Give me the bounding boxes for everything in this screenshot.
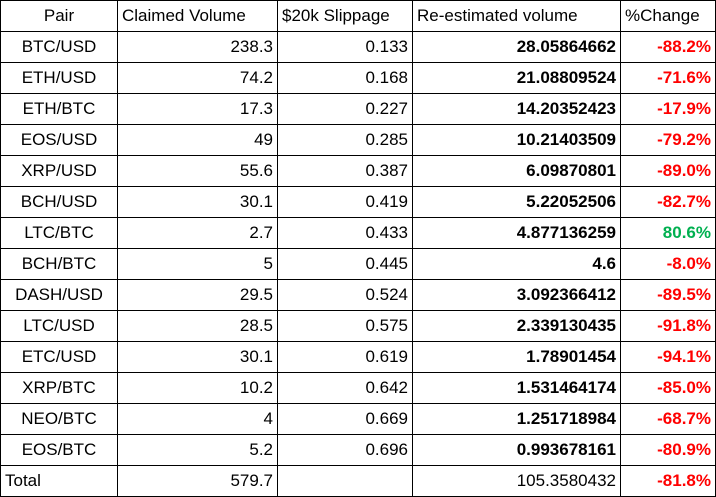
table-row: EOS/BTC 5.2 0.696 0.993678161 -80.9% — [0, 434, 716, 466]
pair-cell: NEO/BTC — [0, 403, 118, 435]
reestimated-volume-cell: 0.993678161 — [412, 434, 621, 466]
slippage-cell: 0.575 — [277, 310, 413, 342]
percent-change-cell: -85.0% — [620, 372, 716, 404]
table-row: LTC/USD 28.5 0.575 2.339130435 -91.8% — [0, 310, 716, 342]
pair-cell: DASH/USD — [0, 279, 118, 311]
percent-change-cell: -80.9% — [620, 434, 716, 466]
total-label: Total — [0, 465, 118, 497]
table-row: DASH/USD 29.5 0.524 3.092366412 -89.5% — [0, 279, 716, 311]
reestimated-volume-cell: 1.78901454 — [412, 341, 621, 373]
reestimated-volume-cell: 21.08809524 — [412, 62, 621, 94]
table-row: BTC/USD 238.3 0.133 28.05864662 -88.2% — [0, 31, 716, 63]
claimed-volume-cell: 55.6 — [117, 155, 278, 187]
claimed-volume-cell: 2.7 — [117, 217, 278, 249]
table-row: NEO/BTC 4 0.669 1.251718984 -68.7% — [0, 403, 716, 435]
reestimated-volume-cell: 10.21403509 — [412, 124, 621, 156]
slippage-cell: 0.445 — [277, 248, 413, 280]
claimed-volume-cell: 74.2 — [117, 62, 278, 94]
reestimated-volume-cell: 1.531464174 — [412, 372, 621, 404]
slippage-cell: 0.285 — [277, 124, 413, 156]
slippage-cell: 0.433 — [277, 217, 413, 249]
table-row: ETH/USD 74.2 0.168 21.08809524 -71.6% — [0, 62, 716, 94]
pair-cell: ETH/BTC — [0, 93, 118, 125]
total-row: Total 579.7 105.3580432 -81.8% — [0, 465, 716, 497]
percent-change-cell: 80.6% — [620, 217, 716, 249]
slippage-cell: 0.669 — [277, 403, 413, 435]
percent-change-cell: -68.7% — [620, 403, 716, 435]
percent-change-cell: -94.1% — [620, 341, 716, 373]
slippage-cell: 0.696 — [277, 434, 413, 466]
percent-change-cell: -88.2% — [620, 31, 716, 63]
table-row: ETC/USD 30.1 0.619 1.78901454 -94.1% — [0, 341, 716, 373]
total-percent-change: -81.8% — [620, 465, 716, 497]
table-row: LTC/BTC 2.7 0.433 4.877136259 80.6% — [0, 217, 716, 249]
reestimated-volume-cell: 28.05864662 — [412, 31, 621, 63]
slippage-cell: 0.227 — [277, 93, 413, 125]
percent-change-cell: -91.8% — [620, 310, 716, 342]
percent-change-cell: -8.0% — [620, 248, 716, 280]
pair-cell: EOS/USD — [0, 124, 118, 156]
reestimated-volume-cell: 1.251718984 — [412, 403, 621, 435]
pair-cell: BCH/USD — [0, 186, 118, 218]
claimed-volume-cell: 5.2 — [117, 434, 278, 466]
total-reestimated-volume: 105.3580432 — [412, 465, 621, 497]
slippage-cell: 0.524 — [277, 279, 413, 311]
slippage-cell: 0.387 — [277, 155, 413, 187]
claimed-volume-cell: 10.2 — [117, 372, 278, 404]
table-row: EOS/USD 49 0.285 10.21403509 -79.2% — [0, 124, 716, 156]
header-reestimated-volume: Re-estimated volume — [412, 0, 621, 32]
percent-change-cell: -17.9% — [620, 93, 716, 125]
table-row: ETH/BTC 17.3 0.227 14.20352423 -17.9% — [0, 93, 716, 125]
header-percent-change: %Change — [620, 0, 716, 32]
pair-cell: BCH/BTC — [0, 248, 118, 280]
table-body: BTC/USD 238.3 0.133 28.05864662 -88.2% ETH/US… — [0, 31, 716, 497]
reestimated-volume-cell: 14.20352423 — [412, 93, 621, 125]
reestimated-volume-cell: 5.22052506 — [412, 186, 621, 218]
percent-change-cell: -89.0% — [620, 155, 716, 187]
pair-cell: EOS/BTC — [0, 434, 118, 466]
claimed-volume-cell: 29.5 — [117, 279, 278, 311]
claimed-volume-cell: 5 — [117, 248, 278, 280]
claimed-volume-cell: 49 — [117, 124, 278, 156]
reestimated-volume-cell: 4.6 — [412, 248, 621, 280]
slippage-cell: 0.168 — [277, 62, 413, 94]
table-row: BCH/BTC 5 0.445 4.6 -8.0% — [0, 248, 716, 280]
reestimated-volume-cell: 3.092366412 — [412, 279, 621, 311]
slippage-cell: 0.619 — [277, 341, 413, 373]
percent-change-cell: -71.6% — [620, 62, 716, 94]
claimed-volume-cell: 30.1 — [117, 341, 278, 373]
slippage-cell: 0.642 — [277, 372, 413, 404]
slippage-cell: 0.133 — [277, 31, 413, 63]
claimed-volume-cell: 238.3 — [117, 31, 278, 63]
total-slippage — [277, 465, 413, 497]
percent-change-cell: -89.5% — [620, 279, 716, 311]
table-row: XRP/BTC 10.2 0.642 1.531464174 -85.0% — [0, 372, 716, 404]
reestimated-volume-cell: 2.339130435 — [412, 310, 621, 342]
header-claimed-volume: Claimed Volume — [117, 0, 278, 32]
claimed-volume-cell: 17.3 — [117, 93, 278, 125]
pair-cell: LTC/BTC — [0, 217, 118, 249]
reestimated-volume-cell: 6.09870801 — [412, 155, 621, 187]
percent-change-cell: -79.2% — [620, 124, 716, 156]
claimed-volume-cell: 4 — [117, 403, 278, 435]
pair-cell: ETH/USD — [0, 62, 118, 94]
reestimated-volume-cell: 4.877136259 — [412, 217, 621, 249]
table-row: XRP/USD 55.6 0.387 6.09870801 -89.0% — [0, 155, 716, 187]
slippage-cell: 0.419 — [277, 186, 413, 218]
header-slippage: $20k Slippage — [277, 0, 413, 32]
claimed-volume-cell: 30.1 — [117, 186, 278, 218]
header-row: Pair Claimed Volume $20k Slippage Re-est… — [0, 0, 716, 32]
percent-change-cell: -82.7% — [620, 186, 716, 218]
table-row: BCH/USD 30.1 0.419 5.22052506 -82.7% — [0, 186, 716, 218]
pair-cell: XRP/BTC — [0, 372, 118, 404]
pair-cell: LTC/USD — [0, 310, 118, 342]
pair-cell: BTC/USD — [0, 31, 118, 63]
header-pair: Pair — [0, 0, 118, 32]
claimed-volume-cell: 28.5 — [117, 310, 278, 342]
pair-cell: XRP/USD — [0, 155, 118, 187]
pair-cell: ETC/USD — [0, 341, 118, 373]
total-claimed-volume: 579.7 — [117, 465, 278, 497]
